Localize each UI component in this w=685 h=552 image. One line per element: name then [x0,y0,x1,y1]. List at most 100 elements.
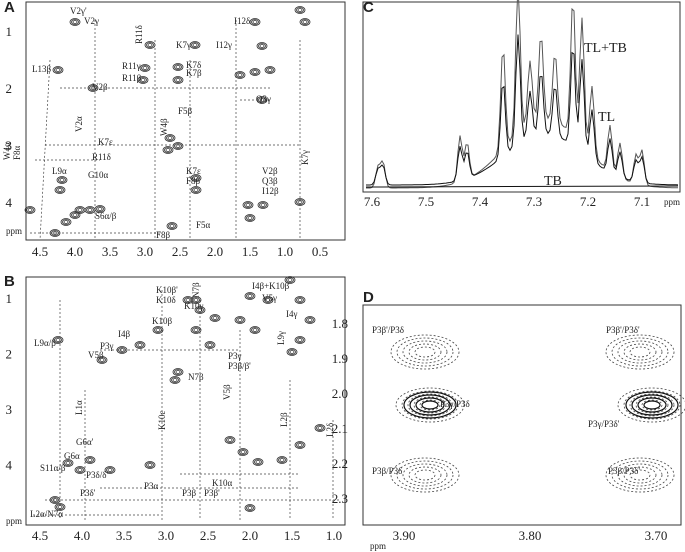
y-tick-label: 1 [6,291,13,306]
x-tick-label: 3.5 [102,244,118,259]
peak-annotation: K10β' [156,285,178,295]
contour [316,425,324,431]
contour [59,178,65,182]
contour [172,76,184,84]
contour [257,201,269,209]
contour [415,397,445,413]
contour [396,460,454,490]
x-tick-label: 7.1 [634,194,650,209]
contour [191,42,199,48]
peak-annotation: V2γ' [70,6,87,16]
contour [55,338,61,342]
contour [234,316,246,324]
peak-annotation: L9α/β [34,338,56,348]
peak-annotation: V2β [262,166,278,176]
spectrum [366,0,678,189]
contour [240,450,246,454]
contour [144,461,156,469]
contour [252,458,264,466]
contour [402,463,448,487]
y-tick-label: 4 [6,457,13,472]
contour [226,437,234,443]
contour [244,202,252,208]
contour [421,400,439,410]
peak-annotation: S6α/β [95,211,117,221]
contour [166,222,178,230]
peak-annotation: L1α [74,400,84,415]
contour [279,458,285,462]
peak-annotation: V2α [74,116,84,132]
peak-annotation: K7β [186,68,202,78]
contour [259,202,267,208]
contour [71,212,79,218]
contour [234,71,246,79]
peak-annotation: P3γ/P3δ [440,399,470,409]
peak-annotation: P3β'/P3δ' [606,325,640,335]
contour [76,467,84,473]
contour [307,318,313,322]
x-tick-label: 4.5 [32,244,48,259]
contour [96,206,104,212]
contour [317,426,323,430]
contour [299,18,311,26]
contour [605,334,675,370]
contour [55,68,61,72]
contour [27,208,33,212]
contour [629,469,651,481]
contour [206,342,214,348]
contour [244,504,256,512]
contour [255,460,261,464]
contour [96,356,108,364]
contour [52,231,58,235]
panel-c-frame [362,1,681,193]
panel-a-frame [25,1,346,241]
contour [139,77,147,83]
contour [408,466,442,484]
contour [617,463,663,487]
contour [297,298,303,302]
peak-annotation: I12γ [216,40,232,50]
contour [252,20,258,24]
contour [294,441,306,449]
contour [139,64,151,72]
peak-annotation: P3β'/P3δ [372,325,404,335]
contour [146,42,154,48]
peak-annotation: P3β/P3δ [372,466,402,476]
contour [193,188,199,192]
contour [99,358,105,362]
contour [419,399,441,411]
contour [54,186,66,194]
contour [52,66,64,74]
contour [56,187,64,193]
contour [252,70,258,74]
contour [193,328,199,332]
contour [294,6,306,14]
contour [262,296,274,304]
contour [54,337,62,343]
x-tick-label: 3.70 [645,528,668,543]
contour [169,376,181,384]
peak-annotation: W4β [159,118,169,136]
x-tick-label: 3.80 [519,528,542,543]
peak-annotation: S11α/β [40,463,66,473]
contour [57,188,63,192]
contour [413,396,447,414]
contour [137,76,149,84]
x-tick-label: 2.0 [207,244,223,259]
contour [247,506,253,510]
contour [211,315,219,321]
contour [278,457,286,463]
contour [251,69,259,75]
contour [401,390,459,420]
contour [264,297,272,303]
contour [306,317,314,323]
contour [69,211,81,219]
peak-annotation: K10ε [157,411,167,430]
contour [224,436,236,444]
contour [87,458,93,462]
contour [301,19,309,25]
contour [294,296,306,304]
contour [236,72,244,78]
y-tick-label: 1 [6,24,13,39]
contour [154,327,162,333]
